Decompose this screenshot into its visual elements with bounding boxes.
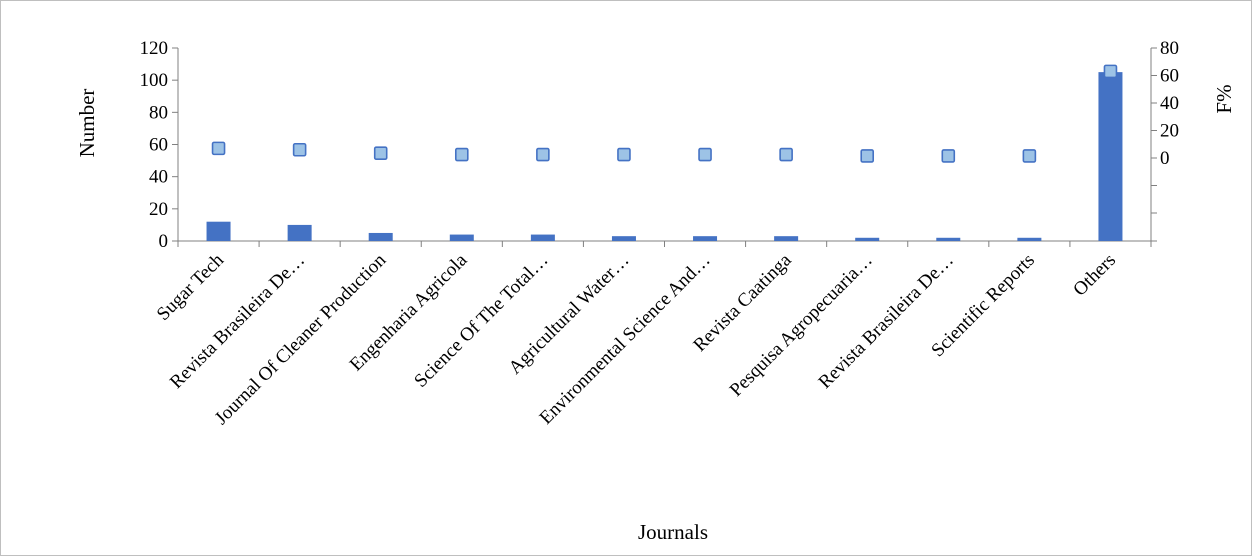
bar	[449, 234, 474, 241]
bar	[855, 237, 880, 241]
bar	[287, 224, 312, 241]
x-tick-label: Science Of The Total…	[410, 250, 552, 392]
y-axis: 0 20 40 60 80 100 120	[140, 38, 179, 252]
bar	[936, 237, 961, 241]
data-point	[941, 149, 956, 163]
y-axis-title: Number	[75, 89, 99, 158]
x-axis-title: Journals	[638, 520, 708, 544]
x-tick-label: Pesquisa Agropecuaria…	[726, 250, 877, 401]
x-tick-label: Revista Brasileira De…	[166, 250, 309, 393]
bar-series	[206, 72, 1123, 241]
data-point	[860, 149, 875, 163]
x-tick-label: Sugar Tech	[153, 249, 229, 325]
y2-tick-label: 60	[1160, 66, 1179, 87]
bar	[1017, 237, 1042, 241]
bar	[206, 221, 231, 241]
x-tick-label: Environmental Science And…	[536, 250, 715, 429]
y-tick-label: 60	[149, 135, 168, 156]
data-point	[454, 147, 469, 162]
percent-series	[211, 64, 1118, 163]
y2-tick-label: 40	[1160, 93, 1179, 114]
y-tick-label: 0	[159, 231, 169, 252]
y-tick-label: 120	[140, 38, 169, 59]
bar	[1098, 72, 1123, 241]
y-tick-label: 40	[149, 167, 168, 188]
data-point	[211, 141, 226, 156]
data-point	[779, 147, 793, 162]
y2-tick-label: 80	[1160, 38, 1179, 59]
y-tick-label: 20	[149, 199, 168, 220]
y-tick-label: 80	[149, 102, 168, 123]
y2-tick-label: 20	[1160, 121, 1179, 142]
y2-axis: 0 20 40 60 80	[1150, 38, 1179, 242]
data-point	[536, 147, 550, 162]
x-tick-label: Revista Brasileira De…	[815, 250, 958, 393]
data-point	[1103, 64, 1118, 79]
data-point	[292, 142, 307, 157]
y2-axis-title: F%	[1212, 84, 1236, 113]
bar	[774, 236, 799, 241]
x-tick-label: Others	[1069, 250, 1120, 301]
data-point	[373, 146, 388, 160]
bar	[530, 234, 555, 241]
y2-tick-label: 0	[1160, 148, 1170, 169]
y-tick-label: 100	[140, 70, 169, 91]
bar	[693, 236, 718, 241]
data-point	[617, 147, 631, 162]
data-point	[698, 147, 712, 162]
data-point	[1022, 149, 1037, 163]
x-tick-label: Journal Of Cleaner Production	[211, 249, 391, 429]
bar	[368, 232, 393, 241]
bar	[611, 236, 636, 241]
